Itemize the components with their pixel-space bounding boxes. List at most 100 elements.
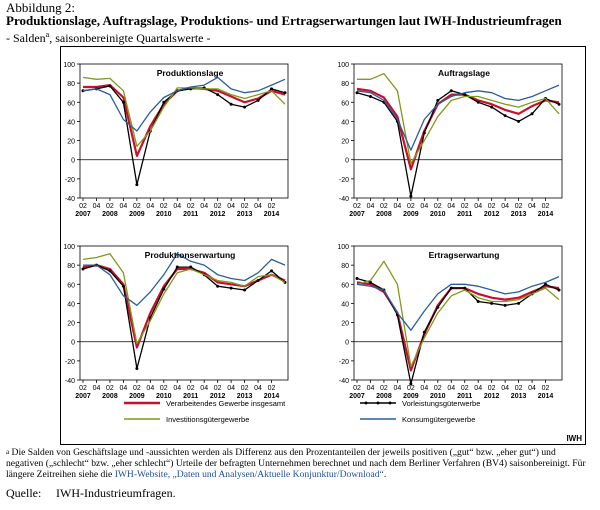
x-tick-label: 02: [268, 385, 276, 392]
figure-subtitle: - Saldena, saisonbereinigte Quartalswert…: [6, 28, 211, 45]
x-tick-label: 02: [434, 385, 442, 392]
series-point: [175, 265, 179, 269]
x-tick-label: 02: [79, 203, 87, 210]
x-tick-label: 04: [367, 203, 375, 210]
x-year-label: 2007: [349, 211, 365, 218]
x-tick-label: 04: [528, 203, 536, 210]
x-year-label: 2010: [156, 211, 172, 218]
x-tick-label: 04: [254, 203, 262, 210]
x-tick-label: 04: [120, 385, 128, 392]
series-line-4: [356, 84, 560, 151]
x-tick-label: 04: [200, 203, 208, 210]
x-tick-label: 02: [380, 203, 388, 210]
x-tick-label: 04: [447, 385, 455, 392]
y-tick-label: 80: [341, 81, 349, 88]
series-point: [422, 330, 426, 334]
x-year-label: 2009: [403, 393, 419, 400]
x-tick-label: 02: [187, 385, 195, 392]
x-tick-label: 04: [146, 203, 154, 210]
x-tick-label: 02: [133, 385, 141, 392]
x-tick-label: 02: [79, 385, 87, 392]
y-tick-label: 60: [67, 282, 75, 289]
x-year-label: 2012: [484, 211, 500, 218]
chart-title: Auftragslage: [438, 68, 490, 78]
series-point: [463, 286, 467, 290]
x-year-label: 2012: [210, 211, 226, 218]
footnote-marker: a: [6, 448, 10, 456]
y-tick-label: 100: [63, 62, 75, 69]
series-point: [108, 269, 112, 273]
x-tick-label: 02: [461, 385, 469, 392]
x-tick-label: 04: [501, 385, 509, 392]
x-tick-label: 02: [241, 385, 249, 392]
y-tick-label: -40: [65, 196, 75, 203]
series-point: [517, 119, 521, 123]
series-point: [162, 100, 166, 104]
x-tick-label: 02: [353, 203, 361, 210]
legend-marker: [388, 401, 392, 405]
x-tick-label: 04: [173, 385, 181, 392]
x-tick-label: 04: [93, 385, 101, 392]
chart-title: Produktionserwartung: [145, 250, 236, 260]
iwh-badge: IWH: [566, 434, 582, 443]
x-year-label: 2008: [376, 211, 392, 218]
x-year-label: 2010: [430, 211, 446, 218]
x-tick-label: 04: [227, 385, 235, 392]
plot-area-border: [353, 245, 563, 381]
series-line-4: [82, 76, 286, 132]
legend-label: Verarbeitendes Gewerbe insgesamt: [166, 399, 286, 408]
x-year-label: 2014: [538, 211, 554, 218]
y-tick-label: 100: [337, 62, 349, 69]
series-point: [436, 98, 440, 102]
y-tick-label: 20: [67, 139, 75, 146]
x-tick-label: 02: [106, 203, 114, 210]
x-tick-label: 02: [353, 385, 361, 392]
series-point: [544, 282, 548, 286]
legend-label: Konsumgütergewerbe: [402, 415, 475, 424]
series-line-3: [357, 72, 560, 165]
x-tick-label: 04: [200, 385, 208, 392]
x-tick-label: 02: [268, 203, 276, 210]
series-point: [436, 305, 440, 309]
series-line-2: [82, 264, 286, 370]
x-tick-label: 02: [160, 203, 168, 210]
y-tick-label: 100: [63, 244, 75, 251]
y-tick-label: 20: [67, 321, 75, 328]
x-tick-label: 04: [146, 385, 154, 392]
y-tick-label: 20: [341, 139, 349, 146]
series-point: [355, 277, 359, 281]
series-line-1: [82, 264, 286, 349]
x-year-label: 2013: [237, 211, 253, 218]
figure-frame: [60, 46, 586, 445]
x-tick-label: 04: [367, 385, 375, 392]
y-tick-label: -40: [339, 196, 349, 203]
y-tick-label: 60: [67, 100, 75, 107]
series-point: [530, 112, 534, 116]
y-tick-label: 80: [341, 263, 349, 270]
series-point: [243, 105, 247, 109]
x-tick-label: 04: [501, 203, 509, 210]
source-line: Quelle: IWH-Industrieumfragen.: [6, 486, 176, 501]
y-tick-label: -20: [65, 177, 75, 184]
series-point: [409, 382, 413, 386]
footnote: a Die Salden von Geschäftslage und -auss…: [6, 447, 594, 480]
series-point: [557, 288, 561, 292]
x-tick-label: 02: [515, 203, 523, 210]
x-tick-label: 02: [241, 203, 249, 210]
series-point: [409, 194, 413, 198]
x-year-label: 2007: [349, 393, 365, 400]
footnote-link[interactable]: IWH-Website, „Daten und Analysen/Aktuell…: [114, 469, 384, 480]
x-year-label: 2013: [511, 211, 527, 218]
series-point: [503, 114, 507, 118]
series-point: [108, 84, 112, 88]
x-tick-label: 02: [407, 385, 415, 392]
x-tick-label: 04: [528, 385, 536, 392]
x-tick-label: 04: [120, 203, 128, 210]
series-point: [517, 301, 521, 305]
series-point: [121, 284, 125, 288]
footnote-end: .: [383, 469, 387, 480]
x-tick-label: 02: [542, 385, 550, 392]
